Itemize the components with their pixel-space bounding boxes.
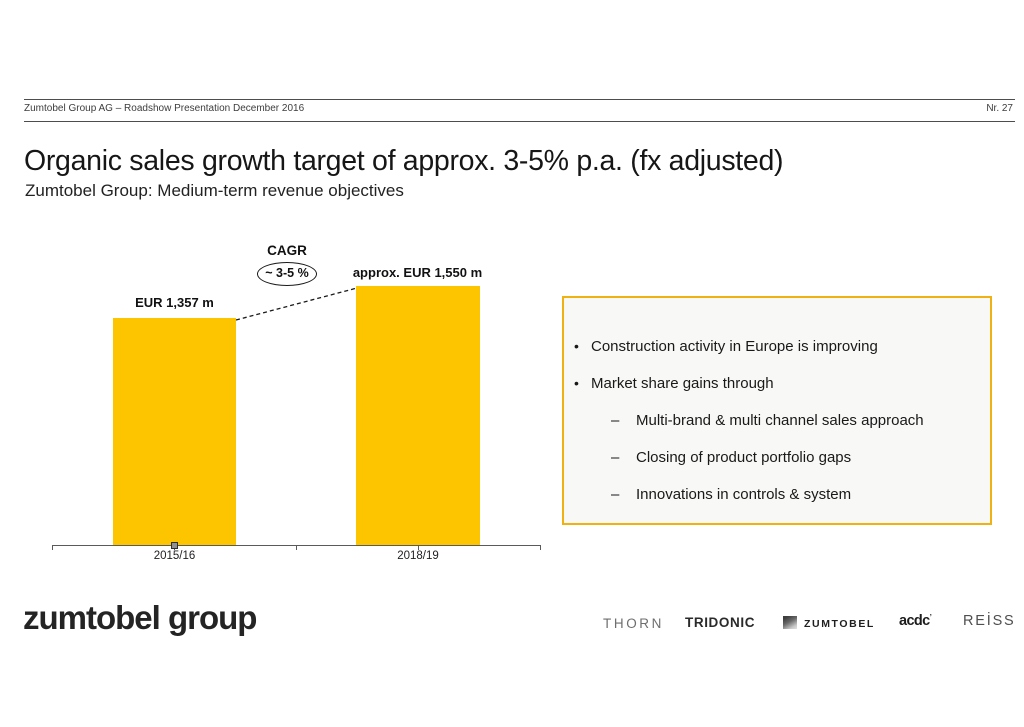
bullet-text: Construction activity in Europe is impro… — [591, 338, 878, 355]
axis-marker-handle — [171, 542, 178, 549]
bullet-dash: – — [611, 412, 620, 429]
bar-value-label-2018-19: approx. EUR 1,550 m — [352, 265, 483, 280]
bullet-dot: • — [574, 375, 579, 391]
bullet-text: Market share gains through — [591, 375, 774, 392]
bar-value-label-2015-16: EUR 1,357 m — [135, 295, 214, 310]
bar-2018-19 — [356, 286, 480, 545]
bullet-dash: – — [611, 449, 620, 466]
slide-title: Organic sales growth target of approx. 3… — [24, 145, 784, 177]
cagr-annotation-title: CAGR — [267, 243, 307, 258]
brand-logo-thorn: THORN — [603, 616, 664, 631]
axis-tick — [296, 545, 297, 550]
page-number: Nr. 27 — [986, 103, 1013, 114]
zumtobel-group-wordmark: zumtobel group — [23, 599, 257, 636]
bullet-text: Closing of product portfolio gaps — [636, 449, 852, 466]
brand-logo-acdc: acdc’ — [899, 613, 932, 629]
x-tick-label-2015-16: 2015/16 — [153, 550, 196, 562]
brand-logo-tridonic: TRIDONIC — [685, 615, 756, 630]
cagr-annotation-oval: ~ 3-5 % — [257, 262, 317, 286]
bullet-subitem: – Multi-brand & multi channel sales appro… — [564, 412, 990, 429]
key-points-box: • Construction activity in Europe is impr… — [562, 296, 992, 525]
zumtobel-gradient-square-icon — [783, 616, 797, 629]
axis-tick — [52, 545, 53, 550]
bullet-item: • Market share gains through — [564, 375, 990, 392]
header-top-rule — [24, 99, 1015, 100]
brand-logo-reiss: REİSS — [963, 613, 1016, 629]
bullet-text: Innovations in controls & system — [636, 486, 852, 503]
slide-subtitle: Zumtobel Group: Medium-term revenue obje… — [25, 181, 404, 200]
header-presentation-label: Zumtobel Group AG – Roadshow Presentatio… — [24, 103, 305, 114]
brand-logo-acdc-mark: ’ — [929, 613, 932, 622]
brand-logo-acdc-text: acdc — [899, 613, 930, 629]
bullet-text: Multi-brand & multi channel sales approa… — [636, 412, 924, 429]
axis-tick — [418, 545, 419, 550]
axis-tick — [540, 545, 541, 550]
bullet-dash: – — [611, 486, 620, 503]
x-tick-label-2018-19: 2018/19 — [397, 550, 439, 562]
bullet-dot: • — [574, 338, 579, 354]
header-bottom-rule — [24, 121, 1015, 122]
bullet-subitem: – Innovations in controls & system — [564, 486, 990, 503]
bullet-item: • Construction activity in Europe is impr… — [564, 338, 990, 355]
bar-2015-16 — [113, 318, 236, 545]
bullet-subitem: – Closing of product portfolio gaps — [564, 449, 990, 466]
brand-logo-zumtobel: ZUMTOBEL — [804, 618, 875, 630]
